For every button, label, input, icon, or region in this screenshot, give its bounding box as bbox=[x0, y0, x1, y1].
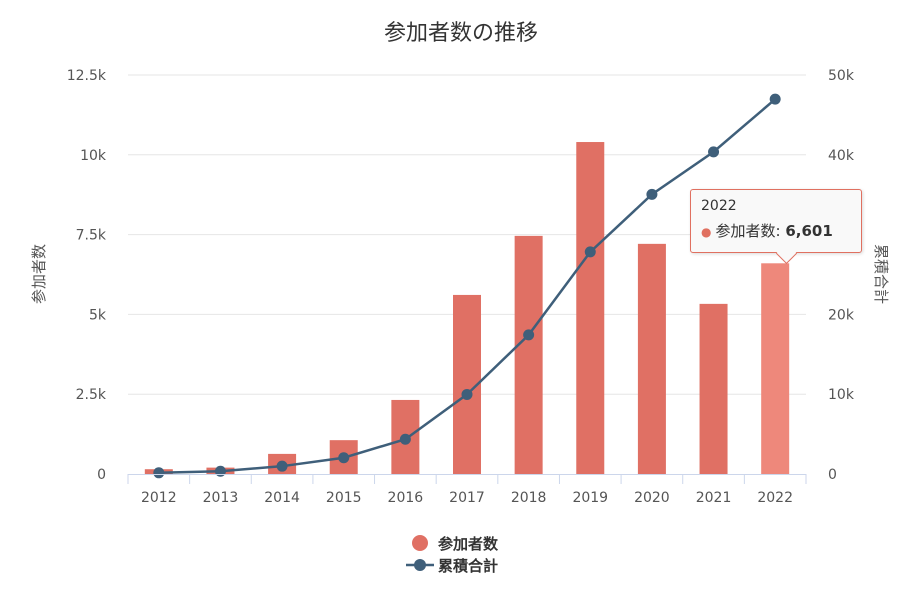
tooltip: 2022 ● 参加者数: 6,601 bbox=[690, 189, 862, 265]
x-tick-label: 2019 bbox=[572, 490, 608, 506]
bar-2022 bbox=[761, 263, 790, 474]
x-tick-label: 2012 bbox=[141, 490, 177, 506]
x-tick-label: 2018 bbox=[511, 490, 547, 506]
line-point-2017 bbox=[461, 388, 473, 400]
line-point-2015 bbox=[338, 452, 350, 464]
y2-tick-label: 20k bbox=[828, 307, 855, 323]
legend-item-bar[interactable]: 参加者数 bbox=[412, 535, 499, 553]
y-tick-label: 5k bbox=[89, 307, 107, 323]
tooltip-value: 6,601 bbox=[785, 222, 833, 240]
y-tick-label: 7.5k bbox=[76, 228, 107, 244]
legend-bar-marker bbox=[412, 535, 428, 551]
tooltip-header: 2022 bbox=[701, 198, 737, 214]
line-point-2013 bbox=[214, 465, 226, 477]
y-tick-label: 12.5k bbox=[67, 68, 107, 84]
bar-2019 bbox=[576, 142, 605, 475]
legend-item-line[interactable]: 累積合計 bbox=[406, 557, 498, 575]
legend-line-dot bbox=[414, 559, 426, 571]
line-point-2018 bbox=[523, 329, 535, 341]
tooltip-label: 参加者数: bbox=[715, 222, 781, 240]
line-point-2019 bbox=[584, 246, 596, 258]
line-point-2022 bbox=[769, 93, 781, 105]
y-tick-label: 0 bbox=[97, 467, 106, 483]
bar-2018 bbox=[514, 235, 543, 474]
line-point-2014 bbox=[276, 460, 288, 472]
chart-title: 参加者数の推移 bbox=[384, 21, 538, 46]
y-tick-label: 2.5k bbox=[76, 387, 107, 403]
legend-line-label: 累積合計 bbox=[438, 557, 498, 575]
y2-tick-label: 0 bbox=[828, 467, 837, 483]
x-tick-label: 2015 bbox=[326, 490, 362, 506]
y2-tick-label: 50k bbox=[828, 68, 855, 84]
x-tick-label: 2017 bbox=[449, 490, 485, 506]
y2-axis-title: 累積合計 bbox=[872, 244, 890, 304]
bar-2020 bbox=[637, 243, 666, 474]
y2-tick-label: 40k bbox=[828, 148, 855, 164]
x-tick-label: 2014 bbox=[264, 490, 300, 506]
x-tick-label: 2020 bbox=[634, 490, 670, 506]
x-tick-label: 2021 bbox=[696, 490, 732, 506]
y2-tick-label: 10k bbox=[828, 387, 855, 403]
legend-bar-label: 参加者数 bbox=[438, 535, 499, 553]
x-tick-label: 2013 bbox=[203, 490, 239, 506]
line-point-2012 bbox=[153, 467, 165, 479]
line-point-2021 bbox=[708, 146, 720, 158]
bar-2021 bbox=[699, 303, 728, 474]
x-tick-label: 2022 bbox=[757, 490, 793, 506]
tooltip-dot-icon: ● bbox=[701, 225, 712, 239]
line-point-2020 bbox=[646, 188, 658, 200]
x-tick-label: 2016 bbox=[388, 490, 424, 506]
line-point-2016 bbox=[399, 433, 411, 445]
y-axis-title: 参加者数 bbox=[30, 244, 48, 304]
y-tick-label: 10k bbox=[80, 148, 107, 164]
